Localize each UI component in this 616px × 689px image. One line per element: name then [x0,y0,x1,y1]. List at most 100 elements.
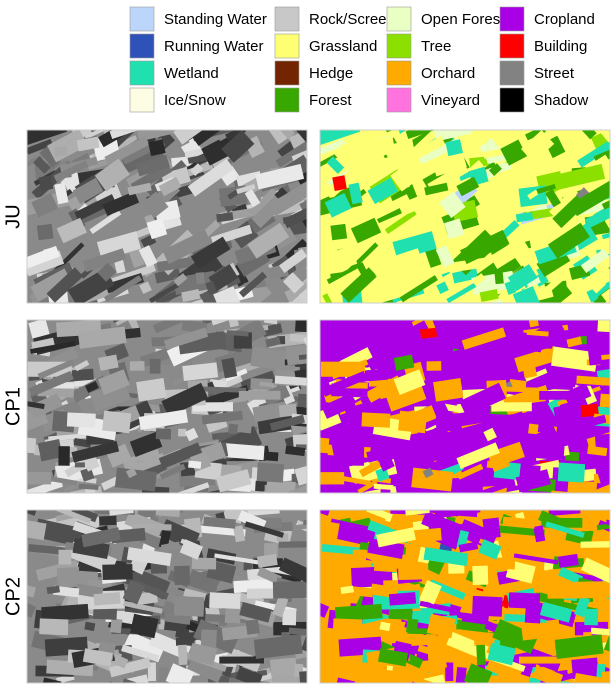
image-patch [93,607,118,620]
image-patch [136,378,167,402]
image-patch [178,428,187,437]
map-patch [490,557,516,570]
image-patch [233,332,252,349]
image-patch [238,390,281,400]
image-patch [109,618,123,634]
image-patch [85,381,99,393]
map-patch [545,521,585,538]
image-patch [265,336,281,348]
map-patch [570,130,595,145]
map-patch [436,281,449,295]
image-frame [26,129,308,304]
map-patch [557,553,579,568]
image-patch [174,565,191,586]
map-patch [539,390,581,400]
map-patch [340,585,354,594]
image-patch [179,539,203,560]
legend-label: Grassland [309,38,377,55]
map-patch [423,547,469,567]
image-patch [31,192,59,218]
image-patch [272,581,307,599]
image-patch [247,510,280,516]
map-patch [347,585,374,598]
image-patch [219,656,264,664]
image-patch [173,130,208,145]
image-patch [125,467,137,479]
image-patch [71,440,120,463]
map-patch [419,580,442,605]
map-patch [394,510,407,511]
image-patch [274,375,307,387]
map-patch [597,320,610,335]
map-patch [337,475,371,486]
image-patch [259,381,275,388]
map-patch [593,148,610,185]
map-patch [591,408,610,435]
image-patch [272,595,289,618]
map-patch [551,346,598,372]
image-patch [102,410,132,434]
map-patch [574,595,591,618]
image-patch [77,326,127,349]
legend-swatch [386,60,412,86]
map-patch [404,657,448,678]
classification-map [320,320,610,493]
map-patch [397,410,428,434]
image-patch [129,431,163,458]
map-patch [445,139,464,157]
map-patch [539,601,573,623]
map-patch [447,358,458,374]
image-patch [294,465,307,486]
map-patch [361,412,391,428]
legend-label: Building [534,38,587,55]
map-patch [525,276,541,288]
map-patch [450,320,498,334]
map-patch [392,262,413,282]
image-patch [268,180,307,217]
map-patch [571,414,607,431]
image-patch [237,418,253,434]
map-patch [320,400,338,410]
map-patch [320,472,345,485]
map-patch [537,418,553,434]
legend-swatch [386,6,412,32]
image-patch [108,657,152,678]
image-patch [97,262,117,282]
map-patch [500,410,543,425]
aerial-image [27,320,307,493]
map-patch [444,218,465,240]
image-patch [129,361,145,371]
image-frame [26,319,308,494]
map-patch [400,501,417,510]
image-patch [256,566,283,585]
image-patch [188,642,218,666]
image-patch [200,629,217,649]
map-patch [498,286,523,303]
map-patch [499,320,526,325]
map-patch [422,467,434,479]
map-patch [499,525,545,537]
image-patch [104,135,150,166]
map-frame [319,129,611,304]
image-patch [225,130,246,141]
map-patch [372,326,422,349]
map-patch [513,553,559,565]
image-patch [80,467,95,482]
map-patch [601,670,610,683]
image-patch [239,601,272,623]
image-patch [161,382,209,417]
map-patch [439,191,466,219]
map-patch [567,479,598,493]
map-patch [327,518,377,547]
image-patch [71,130,119,141]
image-patch [69,486,105,493]
map-patch [547,222,590,259]
map-patch [426,361,442,371]
map-patch [330,223,348,241]
map-patch [577,130,597,140]
map-patch [479,289,499,303]
map-patch [393,369,426,395]
map-patch [320,130,361,146]
image-patch [155,428,172,440]
map-patch [539,271,568,298]
